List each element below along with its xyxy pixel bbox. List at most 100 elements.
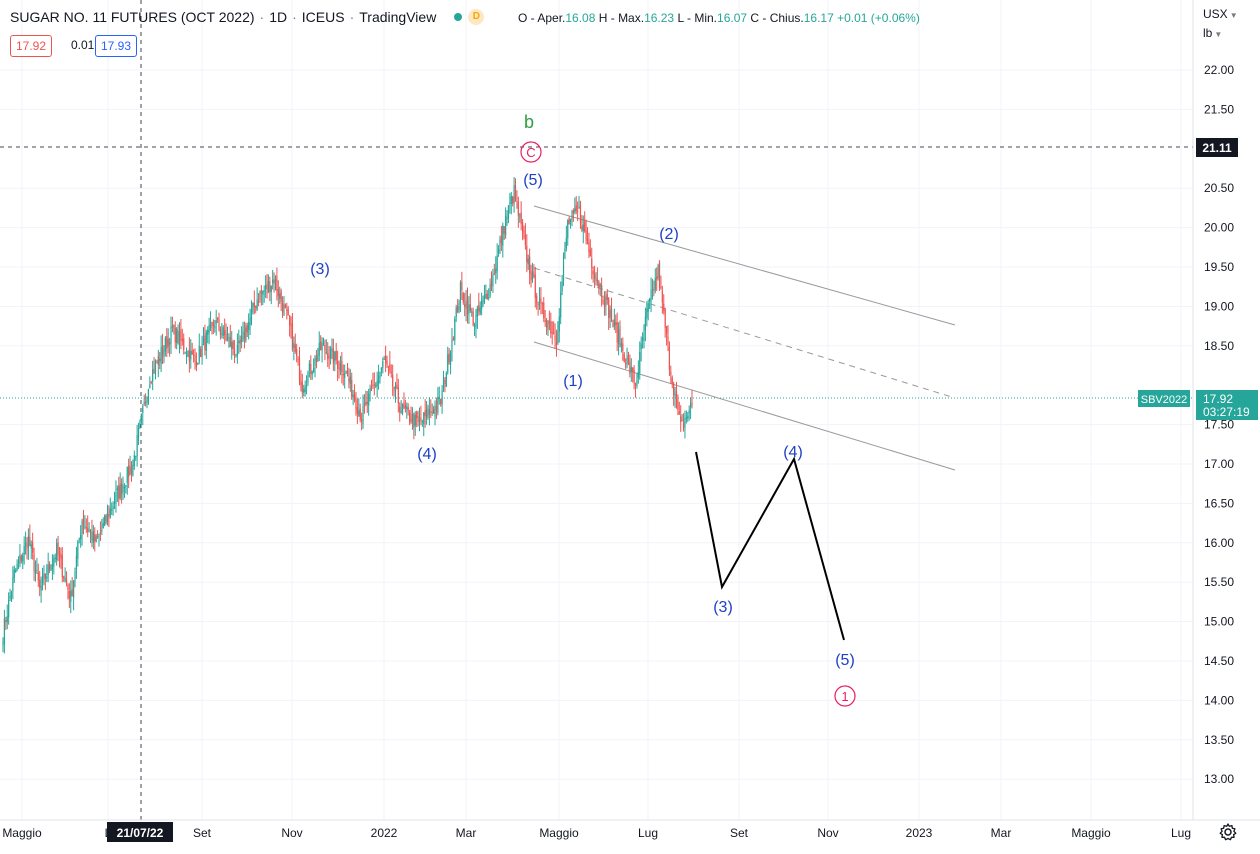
change-value: +0.01 (+0.06%) [837, 11, 920, 25]
sell-button[interactable]: 17.92 [10, 35, 53, 57]
wave-5-top-label: (5) [523, 172, 543, 189]
candle-body [632, 367, 634, 372]
candle-body [32, 541, 34, 553]
candle-body [152, 369, 154, 382]
candle-body [667, 335, 669, 345]
candle-body [380, 367, 382, 372]
candle-body [329, 349, 332, 359]
candle-body [356, 406, 358, 414]
candle-body [534, 274, 536, 298]
candle-body [345, 370, 347, 373]
price-tick-label: 17.00 [1204, 457, 1234, 471]
wave-labels[interactable]: b C (5) (3) (4) (1) (2) (3) (4) (5) 1 [310, 112, 856, 707]
unit-selector[interactable]: lb ▼ [1203, 26, 1222, 40]
candle-body [135, 455, 137, 457]
candle-body [214, 326, 216, 328]
candle-body [243, 332, 246, 340]
candle-body [68, 591, 70, 599]
candle-body [252, 302, 254, 312]
candle-body [303, 389, 305, 393]
candle-body [555, 341, 558, 346]
channel-lower[interactable] [533, 341, 956, 471]
candle-body [404, 405, 406, 409]
candle-body [310, 363, 312, 374]
time-axis[interactable]: MaggioLSetNov2022MarMaggioLugSetNov2023M… [0, 819, 1260, 854]
wave-1-circle-label: 1 [841, 689, 848, 704]
candle-body [92, 531, 94, 543]
candle-body [485, 294, 487, 299]
channel-upper[interactable] [533, 205, 956, 326]
candle-body [188, 349, 190, 362]
candle-body [341, 360, 343, 373]
projection-path[interactable] [695, 451, 845, 641]
candle-body [664, 309, 666, 329]
candle-body [142, 406, 144, 413]
candle-body [452, 338, 454, 340]
candle-body [619, 326, 621, 347]
candle-body [431, 411, 433, 413]
gear-icon[interactable] [1218, 822, 1238, 842]
candle-body [551, 332, 553, 334]
candle-body [464, 304, 466, 307]
candle-body [417, 416, 419, 423]
candle-body [208, 324, 210, 333]
symbol-header[interactable]: SUGAR NO. 11 FUTURES (OCT 2022) · 1D · I… [10, 9, 485, 25]
candle-body [296, 348, 298, 357]
candle-body [469, 304, 471, 312]
candle-body [365, 401, 367, 405]
candle-body [332, 348, 334, 364]
candle-body [609, 309, 611, 318]
candle-body [91, 532, 93, 541]
currency-selector[interactable]: USX ▼ [1203, 7, 1238, 21]
candle-body [262, 290, 264, 295]
symbol-name[interactable]: SUGAR NO. 11 FUTURES (OCT 2022) [10, 9, 255, 25]
candle-body [43, 573, 45, 579]
candle-body [3, 618, 6, 644]
candle-body [225, 333, 227, 341]
price-axis[interactable]: 22.00 21.50 20.50 20.00 19.50 19.00 18.50 17.50… [1192, 0, 1260, 820]
candle-body [342, 373, 344, 376]
candle-body [394, 385, 397, 392]
candle-body [245, 327, 247, 342]
candle-body [643, 332, 645, 341]
candle-body [177, 330, 179, 344]
candle-body [34, 570, 37, 573]
buy-button[interactable]: 17.93 [95, 35, 138, 57]
candle-body [123, 486, 126, 489]
candle-body [20, 555, 22, 562]
candle-body [88, 530, 90, 532]
candle-body [109, 508, 111, 517]
candle-body [517, 201, 519, 216]
wave-1-label: (1) [563, 373, 583, 390]
candle-body [423, 412, 425, 424]
candle-body [637, 371, 639, 378]
high-value: 16.23 [644, 11, 675, 25]
open-value: 16.08 [565, 11, 596, 25]
candle-body [64, 577, 66, 582]
candle-body [17, 561, 20, 564]
channel-middle[interactable] [533, 267, 956, 399]
candle-body [200, 348, 202, 357]
candle-body [372, 384, 374, 387]
candle-body [112, 506, 114, 509]
candle-body [250, 309, 253, 321]
candle-body [531, 271, 534, 281]
candle-body [677, 398, 679, 410]
candle-body [44, 573, 46, 580]
candle-body [187, 350, 189, 357]
ohlc-legend: O - Aper.16.08 H - Max.16.23 L - Min.16.… [518, 11, 920, 25]
candle-body [305, 385, 308, 388]
symbol-tag-label: SBV2022 [1141, 394, 1187, 406]
interval[interactable]: 1D [269, 9, 288, 25]
candle-body [358, 410, 360, 416]
trend-channel[interactable] [533, 205, 956, 471]
candle-body [605, 296, 607, 306]
candle-body [348, 378, 350, 382]
candle-body [304, 386, 306, 393]
candle-body [146, 400, 148, 404]
candle-body [286, 309, 288, 311]
candle-body [212, 322, 214, 327]
candles [2, 176, 693, 654]
candle-body [548, 320, 550, 324]
